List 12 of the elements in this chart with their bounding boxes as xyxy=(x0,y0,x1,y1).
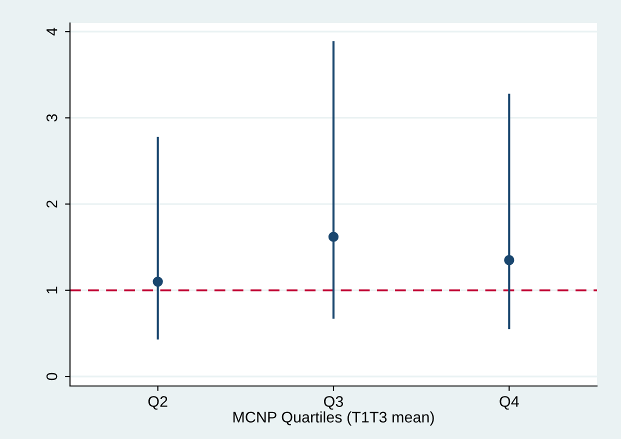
y-tick-label: 1 xyxy=(46,286,58,294)
point xyxy=(328,232,339,242)
x-axis-title: MCNP Quartiles (T1T3 mean) xyxy=(233,411,434,426)
point xyxy=(504,255,514,266)
y-tick-label: 0 xyxy=(46,372,58,380)
x-tick-label: Q4 xyxy=(500,396,519,410)
x-tick-label: Q2 xyxy=(148,396,168,410)
y-tick-label: 4 xyxy=(46,28,58,36)
y-tick-label: 2 xyxy=(46,200,58,208)
point xyxy=(152,276,163,287)
x-tick-label: Q3 xyxy=(324,396,344,410)
y-tick-label: 3 xyxy=(46,114,58,122)
